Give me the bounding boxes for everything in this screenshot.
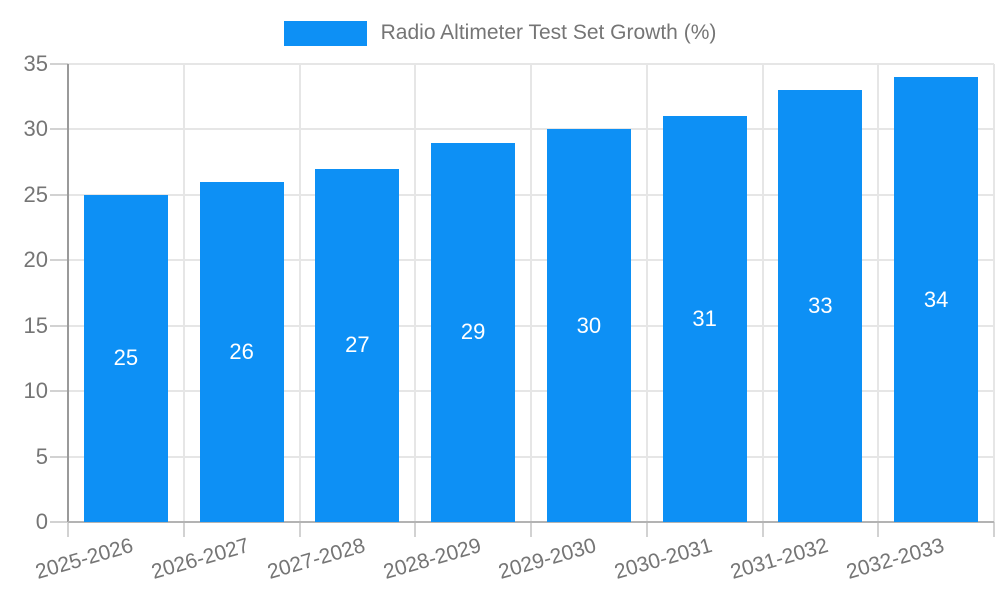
x-axis-category-label: 2028-2029 <box>380 534 484 584</box>
x-axis-category-label: 2032-2033 <box>843 534 947 584</box>
x-axis-tick <box>877 522 880 537</box>
x-axis-tick <box>182 522 185 537</box>
x-axis-tick <box>414 522 417 537</box>
bar <box>546 129 631 522</box>
y-axis-tick <box>50 455 68 458</box>
bar <box>431 142 516 522</box>
bar <box>778 90 863 522</box>
x-axis-line <box>68 521 994 523</box>
y-axis-tick-label: 0 <box>35 509 48 534</box>
bar <box>83 194 168 522</box>
y-axis-tick <box>50 128 68 131</box>
gridline-vertical <box>761 64 764 522</box>
y-axis-tick <box>50 63 68 65</box>
bar-value-label: 34 <box>923 286 949 312</box>
x-axis-category-label: 2027-2028 <box>264 534 368 584</box>
gridline-vertical <box>877 64 880 522</box>
x-axis-category-label: 2026-2027 <box>149 534 252 584</box>
bar-value-label: 30 <box>576 312 602 338</box>
gridline-vertical <box>182 64 185 522</box>
x-axis-tick <box>530 522 532 537</box>
bar-value-label: 29 <box>460 319 486 345</box>
y-axis-tick-label: 30 <box>23 116 48 142</box>
gridline-vertical <box>298 64 301 522</box>
y-axis-tick <box>50 193 68 196</box>
bar-value-label: 25 <box>113 345 139 371</box>
x-axis-tick <box>645 522 648 537</box>
bar-value-label: 31 <box>692 306 717 332</box>
x-axis-category-label: 2031-2032 <box>727 534 831 584</box>
y-axis-tick-label: 20 <box>23 247 48 273</box>
x-axis-tick <box>761 522 764 537</box>
bar-value-label: 26 <box>229 338 254 364</box>
x-axis-category-label: 2030-2031 <box>612 534 715 584</box>
gridline-vertical <box>530 64 532 522</box>
x-axis-tick <box>298 522 301 537</box>
gridline-vertical <box>645 64 648 522</box>
bar <box>315 168 400 522</box>
bar-value-label: 27 <box>345 332 370 358</box>
x-axis-category-label: 2025-2026 <box>33 534 137 584</box>
y-axis-tick-label: 10 <box>23 378 48 404</box>
y-axis-tick <box>50 324 68 327</box>
y-axis-line <box>67 64 69 522</box>
bar <box>662 116 747 522</box>
legend-item[interactable]: Radio Altimeter Test Set Growth (%) <box>283 20 717 46</box>
y-axis-tick-label: 15 <box>23 312 48 338</box>
x-axis-tick <box>993 522 995 537</box>
x-axis-tick <box>67 522 69 537</box>
y-axis-tick <box>50 259 68 262</box>
y-axis-tick <box>50 390 68 393</box>
y-axis-tick <box>50 521 68 523</box>
legend-label: Radio Altimeter Test Set Growth (%) <box>380 21 717 44</box>
bar <box>199 181 284 522</box>
gridline-vertical <box>414 64 417 522</box>
y-axis-tick-label: 25 <box>23 181 48 207</box>
x-axis-category-label: 2029-2030 <box>496 534 600 584</box>
y-axis-tick-label: 5 <box>35 443 48 469</box>
bar <box>894 77 979 522</box>
legend-swatch <box>283 20 367 46</box>
bar-value-label: 33 <box>808 293 833 319</box>
y-axis-tick-label: 35 <box>23 51 48 76</box>
legend: Radio Altimeter Test Set Growth (%) <box>0 18 1000 48</box>
gridline-vertical <box>993 64 995 522</box>
